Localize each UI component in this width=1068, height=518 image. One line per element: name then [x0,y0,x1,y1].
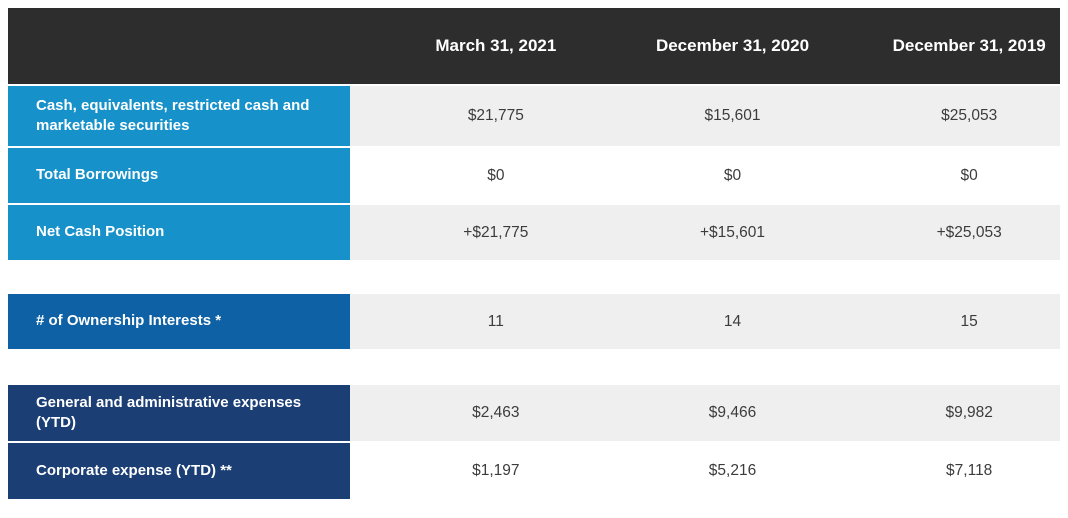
column-header-march-2021: March 31, 2021 [435,36,557,55]
row-label-borrowings: Total Borrowings [8,148,350,203]
cell-ga-expenses-december-2020: $9,466 [708,404,757,421]
table-row-net-cash: Net Cash Position +$21,775 +$15,601 +$25… [8,205,1060,262]
cell-cash-december-2020: $15,601 [704,107,761,124]
section-gap [8,351,1060,385]
row-label-cash: Cash, equivalents, restricted cash and m… [8,86,350,146]
row-label-net-cash: Net Cash Position [8,205,350,260]
financial-summary-table: March 31, 2021 December 31, 2020 Decembe… [8,8,1060,501]
cell-borrowings-march-2021: $0 [487,166,505,184]
cell-ga-expenses-march-2021: $2,463 [472,404,520,421]
table-header-row: March 31, 2021 December 31, 2020 Decembe… [8,8,1060,86]
header-spacer-cell [8,8,350,84]
cell-corporate-expense-december-2020: $5,216 [708,462,757,479]
table-row-corporate-expense: Corporate expense (YTD) ** $1,197 $5,216… [8,443,1060,501]
cell-net-cash-march-2021: +$21,775 [463,223,529,241]
table-row-cash: Cash, equivalents, restricted cash and m… [8,86,1060,148]
section-gap [8,262,1060,294]
cell-ownership-december-2019: 15 [960,312,978,330]
table-row-ownership: # of Ownership Interests * 11 14 15 [8,294,1060,351]
cell-ownership-december-2020: 14 [723,312,742,330]
row-label-corporate-expense: Corporate expense (YTD) ** [8,443,350,499]
cell-net-cash-december-2019: +$25,053 [936,223,1002,241]
column-header-december-2020: December 31, 2020 [655,36,810,55]
table-row-borrowings: Total Borrowings $0 $0 $0 [8,148,1060,205]
cell-corporate-expense-march-2021: $1,197 [472,462,520,479]
cell-ownership-march-2021: 11 [487,312,504,330]
cell-corporate-expense-december-2019: $7,118 [946,462,993,479]
cell-cash-march-2021: $21,775 [467,107,524,124]
cell-borrowings-december-2019: $0 [960,166,978,184]
cell-net-cash-december-2020: +$15,601 [699,223,766,241]
cell-cash-december-2019: $25,053 [941,107,998,124]
cell-ga-expenses-december-2019: $9,982 [945,404,993,421]
cell-borrowings-december-2020: $0 [723,166,742,184]
row-label-ga-expenses: General and administrative expenses (YTD… [8,385,350,441]
row-label-ownership: # of Ownership Interests * [8,294,350,349]
table-row-ga-expenses: General and administrative expenses (YTD… [8,385,1060,443]
column-header-december-2019: December 31, 2019 [892,36,1046,55]
